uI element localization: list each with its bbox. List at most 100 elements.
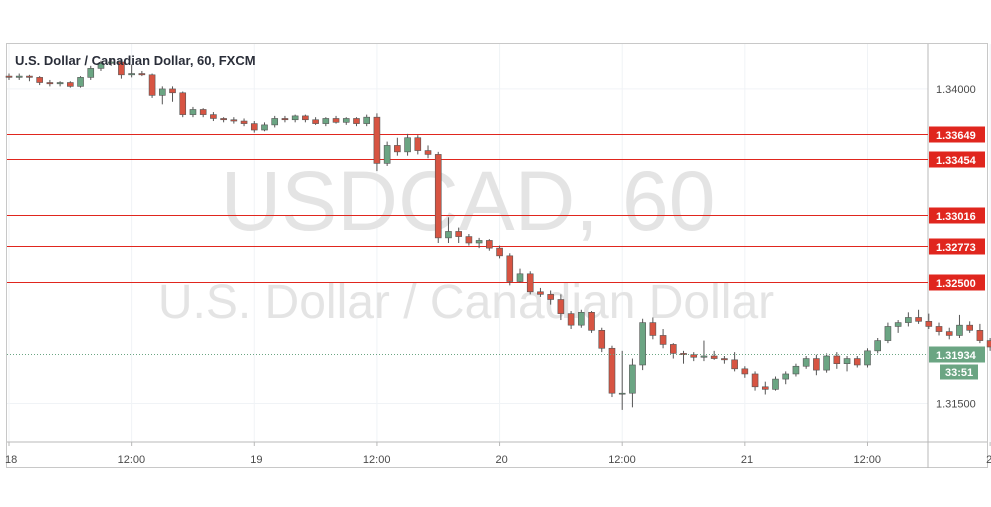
candle-body[interactable] (475, 240, 483, 244)
candle-body[interactable] (751, 373, 759, 388)
candle-body[interactable] (240, 120, 248, 124)
candle-body[interactable] (792, 365, 800, 375)
candle-body[interactable] (414, 137, 422, 151)
candle-body[interactable] (680, 353, 687, 355)
candle-body[interactable] (291, 115, 299, 121)
candle-body[interactable] (128, 73, 135, 76)
candle-body[interactable] (5, 75, 13, 78)
candle-body[interactable] (741, 368, 749, 375)
candle-body[interactable] (67, 82, 74, 87)
candle-body[interactable] (281, 118, 289, 121)
candle-body[interactable] (455, 231, 462, 237)
candle-body[interactable] (394, 145, 401, 153)
candle-body[interactable] (189, 109, 197, 115)
candle-body[interactable] (424, 150, 432, 155)
candle-body[interactable] (26, 75, 33, 78)
candle-body[interactable] (383, 145, 391, 164)
candle-body[interactable] (107, 61, 115, 64)
candle-body[interactable] (721, 358, 728, 361)
candle-body[interactable] (322, 118, 330, 124)
candle-body[interactable] (36, 77, 43, 83)
candle-body[interactable] (516, 273, 524, 282)
candle-body[interactable] (363, 116, 371, 124)
candle-body[interactable] (118, 61, 125, 76)
candle-body[interactable] (598, 330, 606, 349)
candle-body[interactable] (465, 236, 473, 244)
candle-body[interactable] (271, 118, 279, 126)
candle-body[interactable] (230, 119, 238, 122)
candle-body[interactable] (434, 154, 442, 239)
candle-body[interactable] (97, 62, 105, 69)
candle-body[interactable] (945, 331, 953, 336)
candle-body[interactable] (56, 82, 64, 85)
candle-body[interactable] (669, 344, 677, 354)
candle-body[interactable] (578, 312, 585, 326)
candle-body[interactable] (496, 247, 503, 257)
candle-body[interactable] (588, 312, 595, 331)
candle-body[interactable] (894, 322, 902, 327)
candle-body[interactable] (853, 358, 861, 366)
candle-body[interactable] (986, 340, 991, 348)
candle-body[interactable] (261, 124, 268, 131)
candle-body[interactable] (833, 355, 841, 364)
candle-body[interactable] (782, 373, 790, 380)
candle-body[interactable] (690, 354, 698, 358)
candle-body[interactable] (608, 347, 616, 394)
candle-body[interactable] (506, 255, 514, 282)
candle-body[interactable] (823, 355, 830, 371)
candle-body[interactable] (864, 350, 871, 366)
candle-body[interactable] (802, 358, 810, 367)
candle-body[interactable] (547, 294, 554, 300)
candle-body[interactable] (884, 326, 892, 341)
candle-body[interactable] (874, 340, 882, 352)
candle-body[interactable] (659, 335, 667, 345)
candle-body[interactable] (649, 322, 657, 336)
candle-body[interactable] (138, 73, 146, 76)
candle-body[interactable] (250, 123, 258, 131)
candle-body[interactable] (537, 291, 544, 295)
candle-body[interactable] (710, 355, 718, 359)
level-label: 1.32773 (936, 242, 976, 254)
candle-body[interactable] (526, 273, 534, 293)
candle-body[interactable] (353, 118, 360, 124)
candle-body[interactable] (312, 119, 319, 124)
candle-body[interactable] (77, 77, 84, 87)
candle-body[interactable] (179, 92, 187, 115)
candle-body[interactable] (843, 358, 851, 364)
candle-body[interactable] (159, 88, 166, 96)
candle-body[interactable] (148, 74, 156, 96)
candle-body[interactable] (373, 116, 381, 164)
candle-body[interactable] (966, 324, 973, 331)
candle-body[interactable] (342, 118, 350, 123)
candle-body[interactable] (210, 114, 217, 119)
candle-body[interactable] (915, 317, 922, 322)
candle-body[interactable] (700, 355, 708, 358)
candle-body[interactable] (935, 326, 943, 332)
candle-body[interactable] (332, 118, 340, 123)
candle-body[interactable] (169, 88, 176, 94)
candle-body[interactable] (731, 359, 738, 370)
candle-body[interactable] (925, 321, 933, 327)
candle-body[interactable] (87, 68, 95, 78)
candle-body[interactable] (220, 118, 227, 121)
candle-body[interactable] (46, 82, 54, 85)
candle-body[interactable] (618, 392, 626, 395)
candle-body[interactable] (976, 330, 984, 341)
candle-body[interactable] (557, 299, 565, 314)
candle-body[interactable] (956, 324, 963, 336)
candle-body[interactable] (905, 317, 912, 323)
candle-body[interactable] (486, 240, 493, 249)
candle-body[interactable] (404, 137, 411, 153)
candle-body[interactable] (813, 358, 820, 371)
candle-body[interactable] (639, 322, 646, 366)
candle-body[interactable] (772, 378, 779, 390)
time-tick-label: 24 (986, 454, 991, 466)
candle-body[interactable] (445, 231, 452, 239)
candle-body[interactable] (761, 386, 769, 390)
candle-body[interactable] (15, 75, 23, 78)
candle-body[interactable] (629, 364, 636, 394)
candle-body[interactable] (567, 313, 575, 326)
candle-body[interactable] (199, 109, 207, 115)
candle-body[interactable] (302, 115, 309, 121)
